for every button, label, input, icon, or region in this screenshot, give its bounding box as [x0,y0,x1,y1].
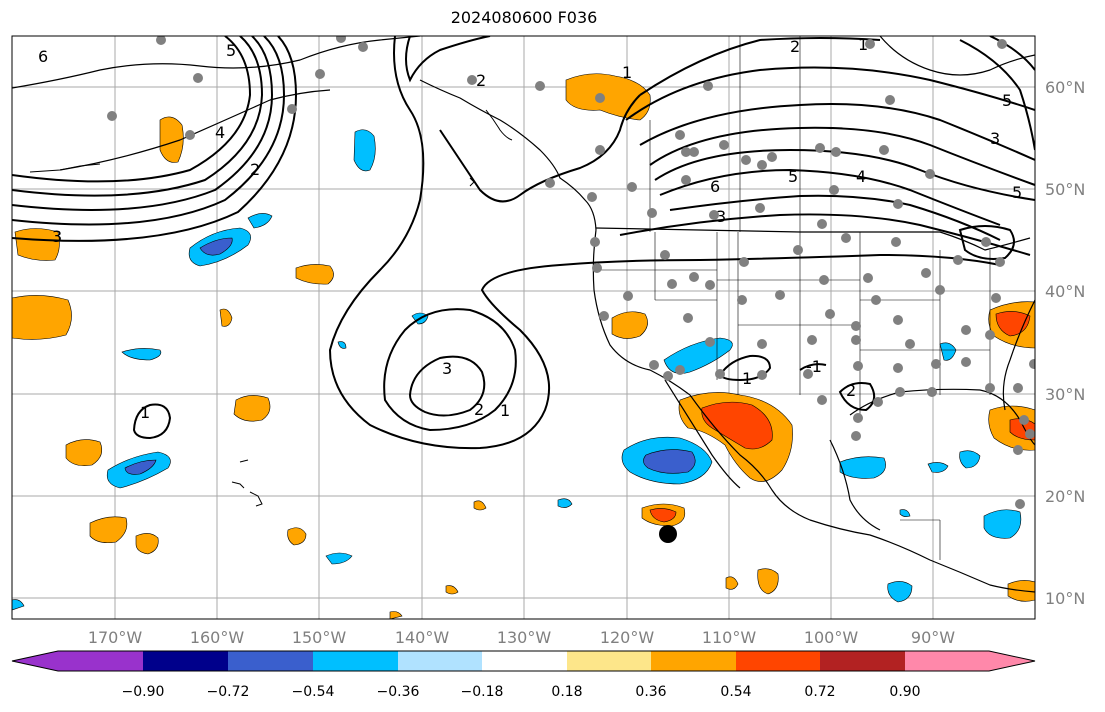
svg-text:1: 1 [858,35,868,54]
contour-lines [12,36,1035,450]
map-title: 2024080600 F036 [450,8,598,27]
svg-text:10°N: 10°N [1045,589,1085,608]
svg-text:5: 5 [1012,183,1022,202]
longitude-labels: 170°W 160°W 150°W 140°W 130°W 120°W 110°… [88,628,955,647]
svg-text:−0.54: −0.54 [292,684,335,700]
svg-text:1: 1 [622,63,632,82]
contour-labels: 6 5 4 3 2 1 2 3 1 2 1 6 5 4 3 2 1 5 1 -1… [38,35,1022,422]
svg-text:3: 3 [716,207,726,226]
svg-text:4: 4 [856,167,866,186]
svg-text:50°N: 50°N [1045,180,1085,199]
colorbar-extend-low [12,651,58,671]
svg-text:0.36: 0.36 [635,684,666,700]
coastlines [12,36,1035,593]
islands [29,109,513,507]
svg-text:150°W: 150°W [292,628,347,647]
latitude-labels: 60°N 50°N 40°N 30°N 20°N 10°N [1045,78,1085,608]
svg-text:2: 2 [474,400,484,419]
svg-text:2: 2 [476,71,486,90]
svg-text:160°W: 160°W [190,628,245,647]
svg-text:6: 6 [38,47,48,66]
svg-text:−0.18: −0.18 [461,684,504,700]
svg-text:170°W: 170°W [88,628,143,647]
svg-text:2: 2 [846,381,856,400]
svg-text:1: 1 [500,401,510,420]
colorbar-extend-high [989,651,1035,671]
positive-anomaly-shading [12,73,1035,619]
state-boundaries [600,36,991,560]
svg-text:2: 2 [790,37,800,56]
svg-text:1: 1 [140,403,150,422]
svg-text:40°N: 40°N [1045,282,1085,301]
colorbar [11,650,1036,672]
svg-text:100°W: 100°W [804,628,859,647]
svg-text:5: 5 [1002,91,1012,110]
svg-text:1: 1 [742,369,752,388]
svg-text:0.54: 0.54 [720,684,751,700]
svg-text:0.72: 0.72 [804,684,835,700]
svg-text:0.90: 0.90 [889,684,920,700]
svg-text:3: 3 [52,227,62,246]
svg-text:130°W: 130°W [497,628,552,647]
svg-text:3: 3 [442,359,452,378]
svg-text:90°W: 90°W [911,628,955,647]
station-markers [107,36,1035,509]
svg-text:140°W: 140°W [395,628,450,647]
svg-text:6: 6 [710,177,720,196]
svg-text:20°N: 20°N [1045,487,1085,506]
svg-text:−0.36: −0.36 [377,684,420,700]
svg-text:3: 3 [990,129,1000,148]
storm-center-marker [659,525,677,543]
svg-text:120°W: 120°W [600,628,655,647]
svg-text:2: 2 [250,160,260,179]
svg-text:60°N: 60°N [1045,78,1085,97]
svg-text:5: 5 [788,167,798,186]
svg-text:4: 4 [215,123,225,142]
negative-anomaly-shading [12,129,1022,611]
svg-text:5: 5 [226,41,236,60]
svg-text:−0.72: −0.72 [207,684,250,700]
svg-text:−0.90: −0.90 [122,684,165,700]
svg-text:30°N: 30°N [1045,385,1085,404]
svg-text:110°W: 110°W [702,628,757,647]
map-frame [11,35,1036,620]
colorbar-labels: −0.90 −0.72 −0.54 −0.36 −0.18 0.18 0.36 … [122,684,921,700]
svg-text:0.18: 0.18 [551,684,582,700]
